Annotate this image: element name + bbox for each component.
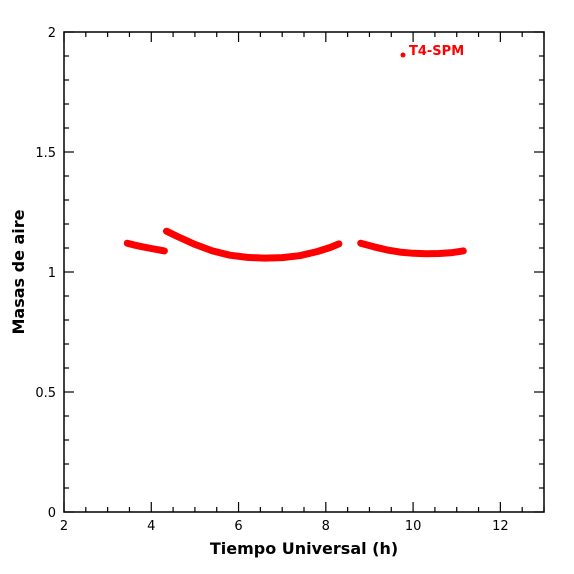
y-tick-label: 0 xyxy=(48,506,56,521)
tick-labels: 2 4 6 8 10 12 0 0.5 1 1.5 2 xyxy=(35,26,508,534)
legend-label: T4-SPM xyxy=(409,44,464,59)
y-tick-label: 1.5 xyxy=(35,146,56,161)
x-tick-label: 12 xyxy=(492,519,509,534)
series-segment xyxy=(163,227,343,262)
x-tick-label: 8 xyxy=(322,519,330,534)
y-tick-label: 2 xyxy=(48,26,56,41)
x-axis-title: Tiempo Universal (h) xyxy=(210,539,398,558)
series-segment xyxy=(123,239,168,255)
data-series xyxy=(123,227,467,262)
legend-marker xyxy=(400,52,406,58)
y-axis-title: Masas de aire xyxy=(9,209,28,334)
legend: T4-SPM xyxy=(400,44,464,59)
x-tick-label: 10 xyxy=(405,519,422,534)
x-tick-label: 4 xyxy=(147,519,155,534)
y-tick-label: 1 xyxy=(48,266,56,281)
plot-frame xyxy=(63,31,545,513)
x-tick-label: 6 xyxy=(234,519,242,534)
series-segment xyxy=(357,239,467,258)
x-tick-label: 2 xyxy=(60,519,68,534)
y-tick-label: 0.5 xyxy=(35,386,56,401)
